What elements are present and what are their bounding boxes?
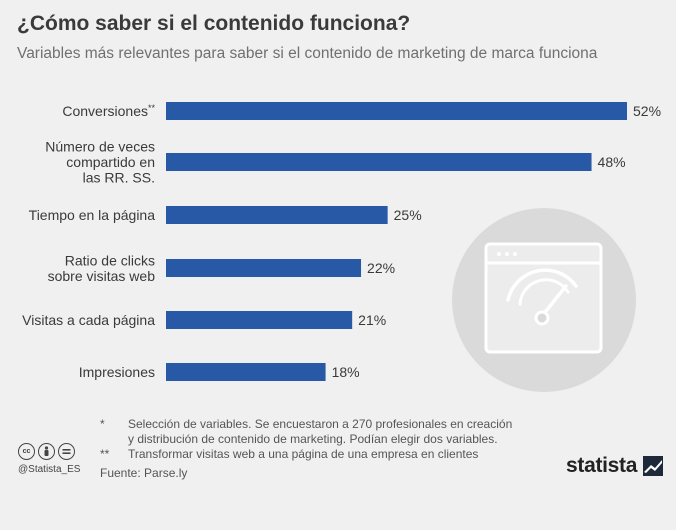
footnotes: * Selección de variables. Se encuestaron… <box>100 417 512 462</box>
category-label-3: Tiempo en la página <box>29 207 156 223</box>
footnote-1: * Selección de variables. Se encuestaron… <box>100 417 512 447</box>
bar-5 <box>166 311 353 329</box>
chart-title: ¿Cómo saber si el contenido funciona? <box>17 12 411 35</box>
browser-gauge-icon <box>484 242 603 354</box>
footnote-2: ** Transformar visitas web a una página … <box>100 447 512 462</box>
source-text: Fuente: Parse.ly <box>100 466 188 480</box>
by-icon[interactable] <box>38 443 55 460</box>
value-label-5: 21% <box>358 312 386 328</box>
nd-icon[interactable] <box>58 443 75 460</box>
category-label-6: Impresiones <box>79 364 155 380</box>
value-label-2: 48% <box>598 154 626 170</box>
value-label-6: 18% <box>332 364 360 380</box>
value-label-1: 52% <box>633 103 661 119</box>
value-label-4: 22% <box>367 260 395 276</box>
footnote-2-line-1: Transformar visitas web a una página de … <box>128 447 479 461</box>
bar-chart: 52% Conversiones** 48% Número de vecescompa… <box>22 102 661 392</box>
category-label-4-line-2: sobre visitas web <box>48 268 156 284</box>
category-label-4-line-1: Ratio de clicks <box>65 252 155 268</box>
chart-subtitle: Variables más relevantes para saber si e… <box>17 45 598 62</box>
category-label-1: Conversiones** <box>62 103 155 119</box>
statista-logo-icon <box>643 456 664 476</box>
statista-brand[interactable]: statista <box>566 454 664 478</box>
category-label-2-line-2: compartido en <box>66 154 155 170</box>
bar-4 <box>166 259 362 277</box>
license-icons: cc <box>18 443 75 460</box>
bar-2 <box>166 153 592 171</box>
bar-1 <box>166 102 627 120</box>
footnote-1-line-1: Selección de variables. Se encuestaron a… <box>128 417 513 431</box>
illustration <box>452 208 636 392</box>
value-label-3: 25% <box>394 207 422 223</box>
statista-wordmark: statista <box>566 454 638 477</box>
bar-3 <box>166 206 388 224</box>
category-label-2-line-1: Número de veces <box>45 139 155 155</box>
statista-handle[interactable]: @Statista_ES <box>18 464 81 475</box>
footnote-2-mark: ** <box>100 447 110 461</box>
category-label-5: Visitas a cada página <box>22 312 155 328</box>
bars-group: 52% Conversiones** 48% Número de vecescompa… <box>22 102 661 381</box>
category-label-2-line-3: las RR. SS. <box>83 170 155 186</box>
bar-6 <box>166 363 326 381</box>
footnote-1-mark: * <box>100 417 105 431</box>
footnote-1-line-2: y distribución de contenido de marketing… <box>128 432 498 446</box>
cc-icon[interactable]: cc <box>18 443 35 460</box>
